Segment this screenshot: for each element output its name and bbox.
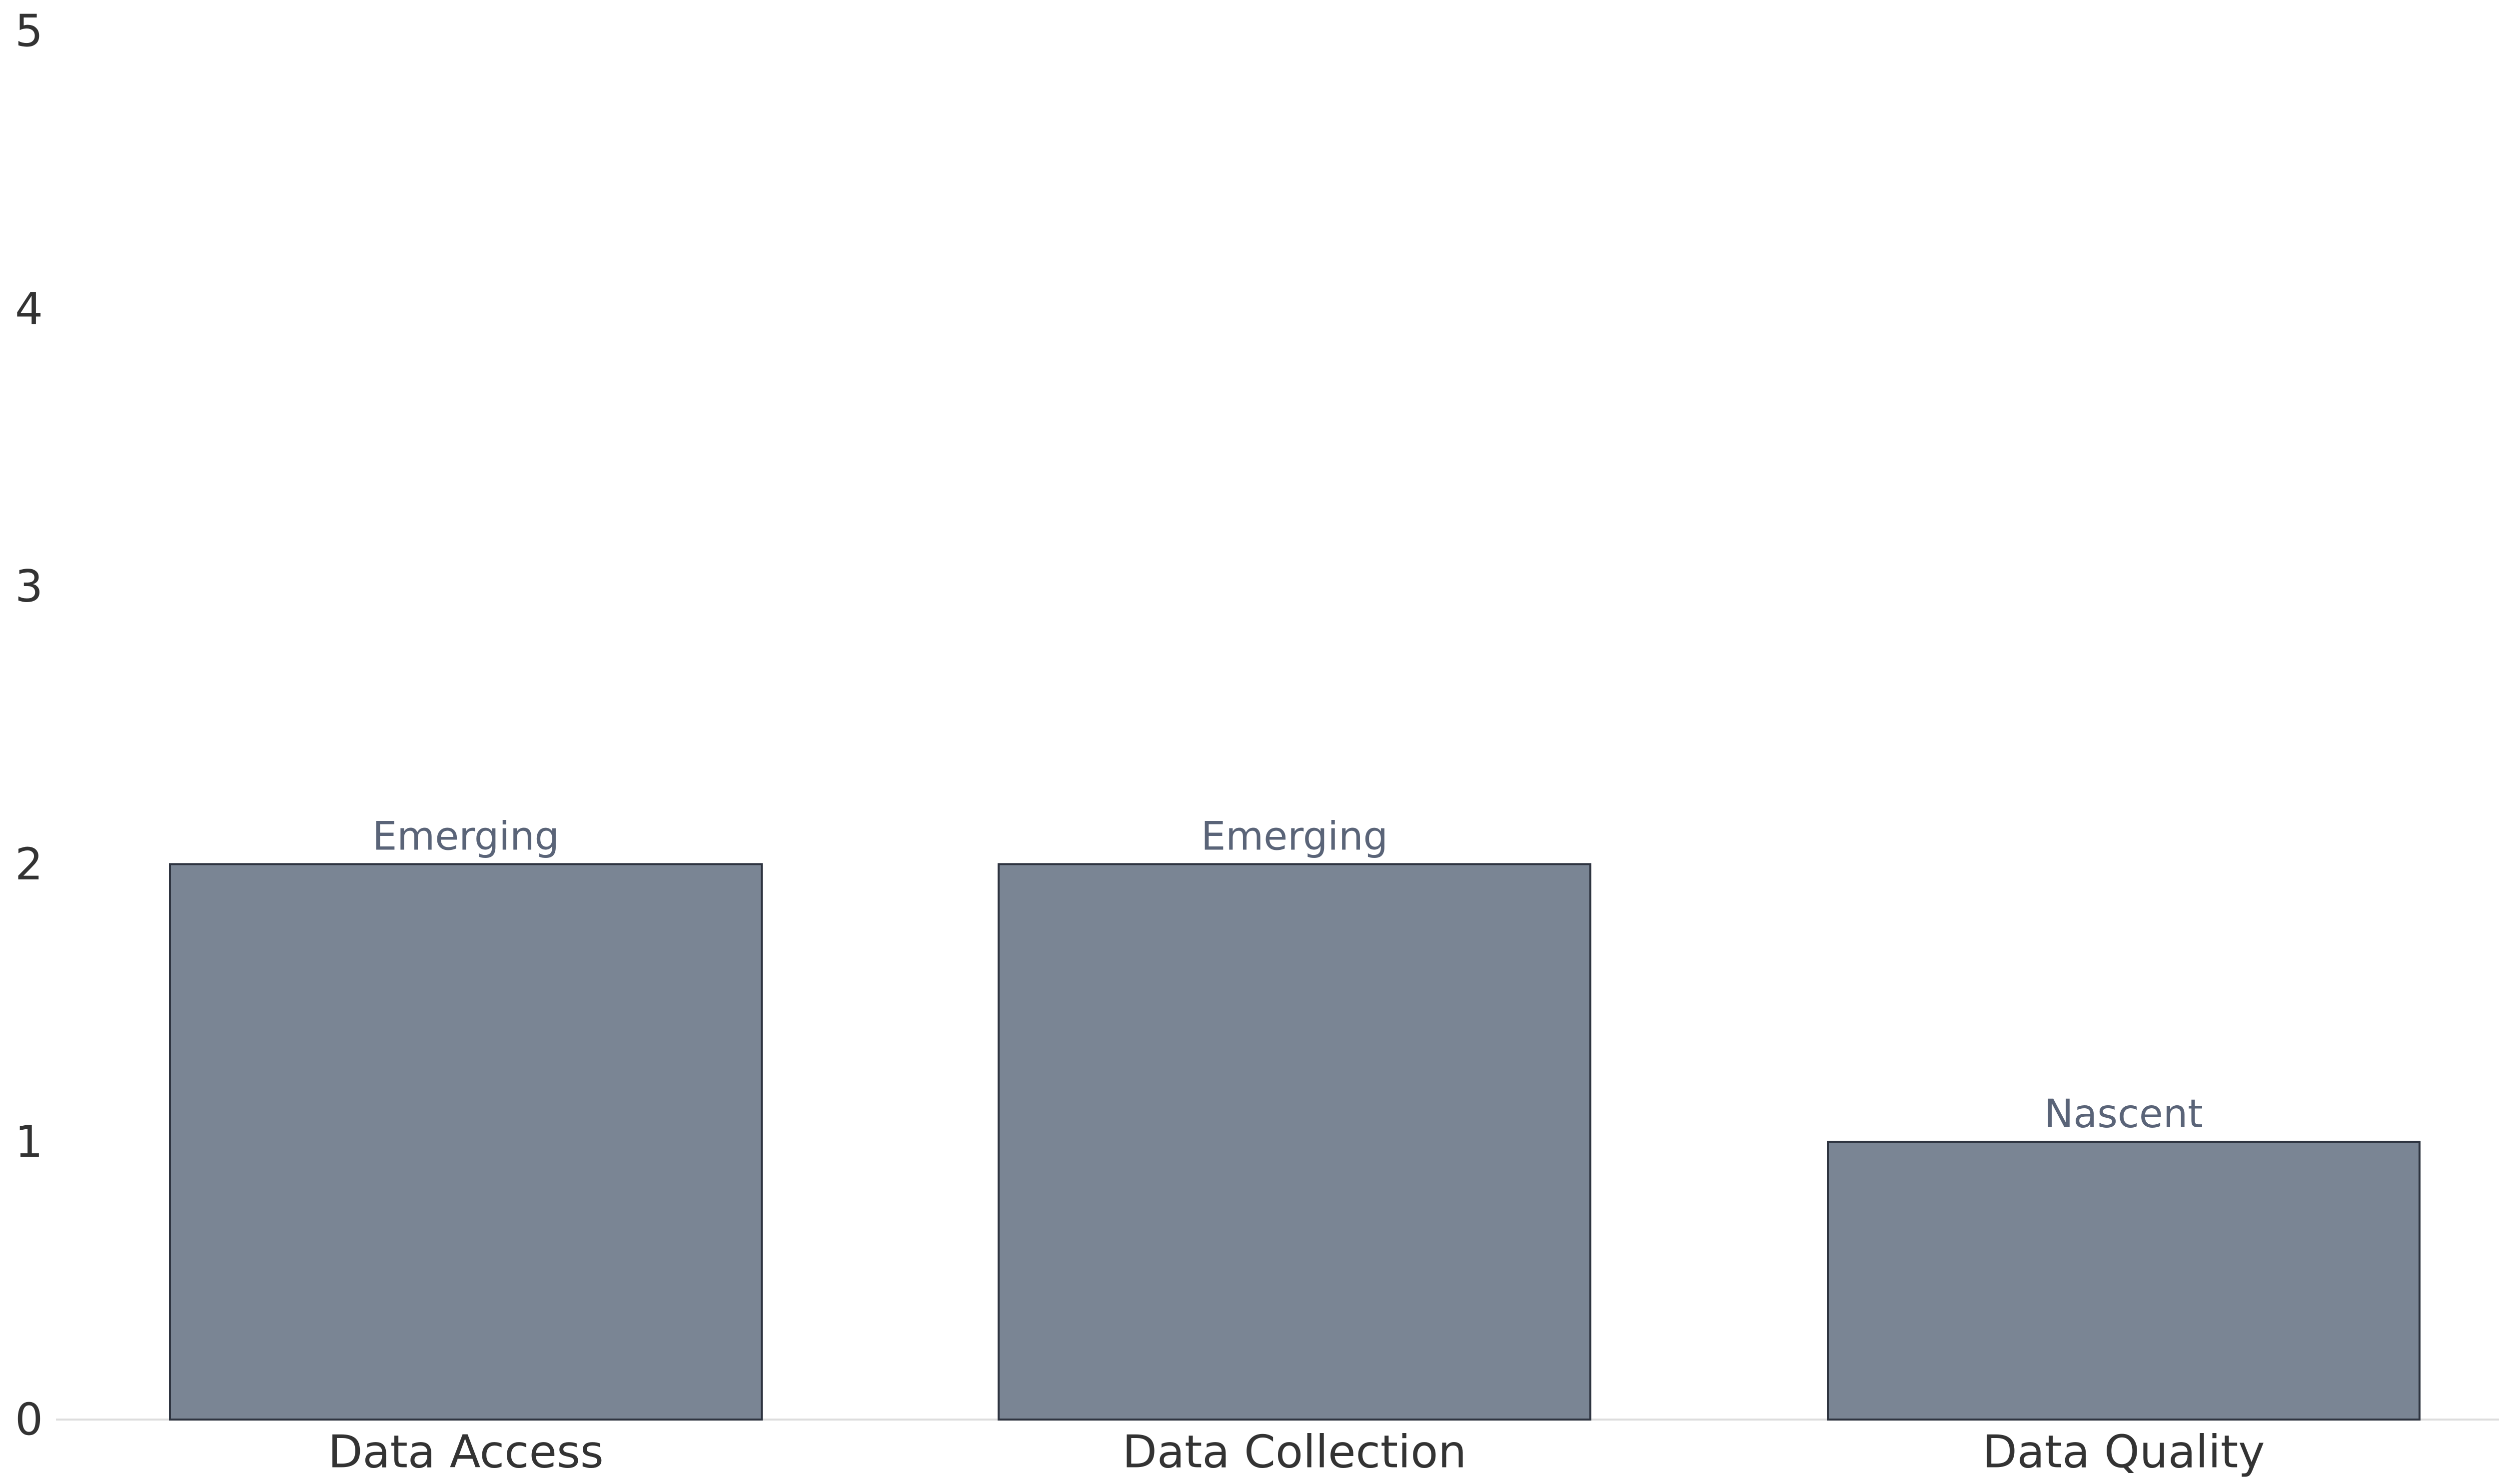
y-tick-label: 0 bbox=[15, 1394, 43, 1446]
y-tick-label: 4 bbox=[15, 283, 43, 334]
y-tick-label: 5 bbox=[15, 5, 43, 57]
x-axis-labels: Data Access Data Collection Data Quality bbox=[328, 1426, 2265, 1479]
data-labels: Emerging Emerging Nascent bbox=[372, 814, 2203, 1137]
y-tick-label: 2 bbox=[15, 838, 43, 890]
y-tick-label: 1 bbox=[15, 1116, 43, 1168]
y-axis-ticks: 0 1 2 3 4 5 bbox=[15, 5, 43, 1446]
bar-data-label: Emerging bbox=[372, 814, 559, 859]
bar bbox=[998, 863, 1591, 1421]
bar bbox=[169, 863, 763, 1421]
bars bbox=[169, 863, 2421, 1421]
y-tick-label: 3 bbox=[15, 561, 43, 612]
x-tick-label: Data Quality bbox=[1982, 1426, 2265, 1479]
x-tick-label: Data Collection bbox=[1123, 1426, 1467, 1479]
bar bbox=[1827, 1141, 2421, 1421]
bar-data-label: Emerging bbox=[1201, 814, 1388, 859]
x-tick-label: Data Access bbox=[328, 1426, 604, 1479]
bar-data-label: Nascent bbox=[2044, 1092, 2203, 1137]
